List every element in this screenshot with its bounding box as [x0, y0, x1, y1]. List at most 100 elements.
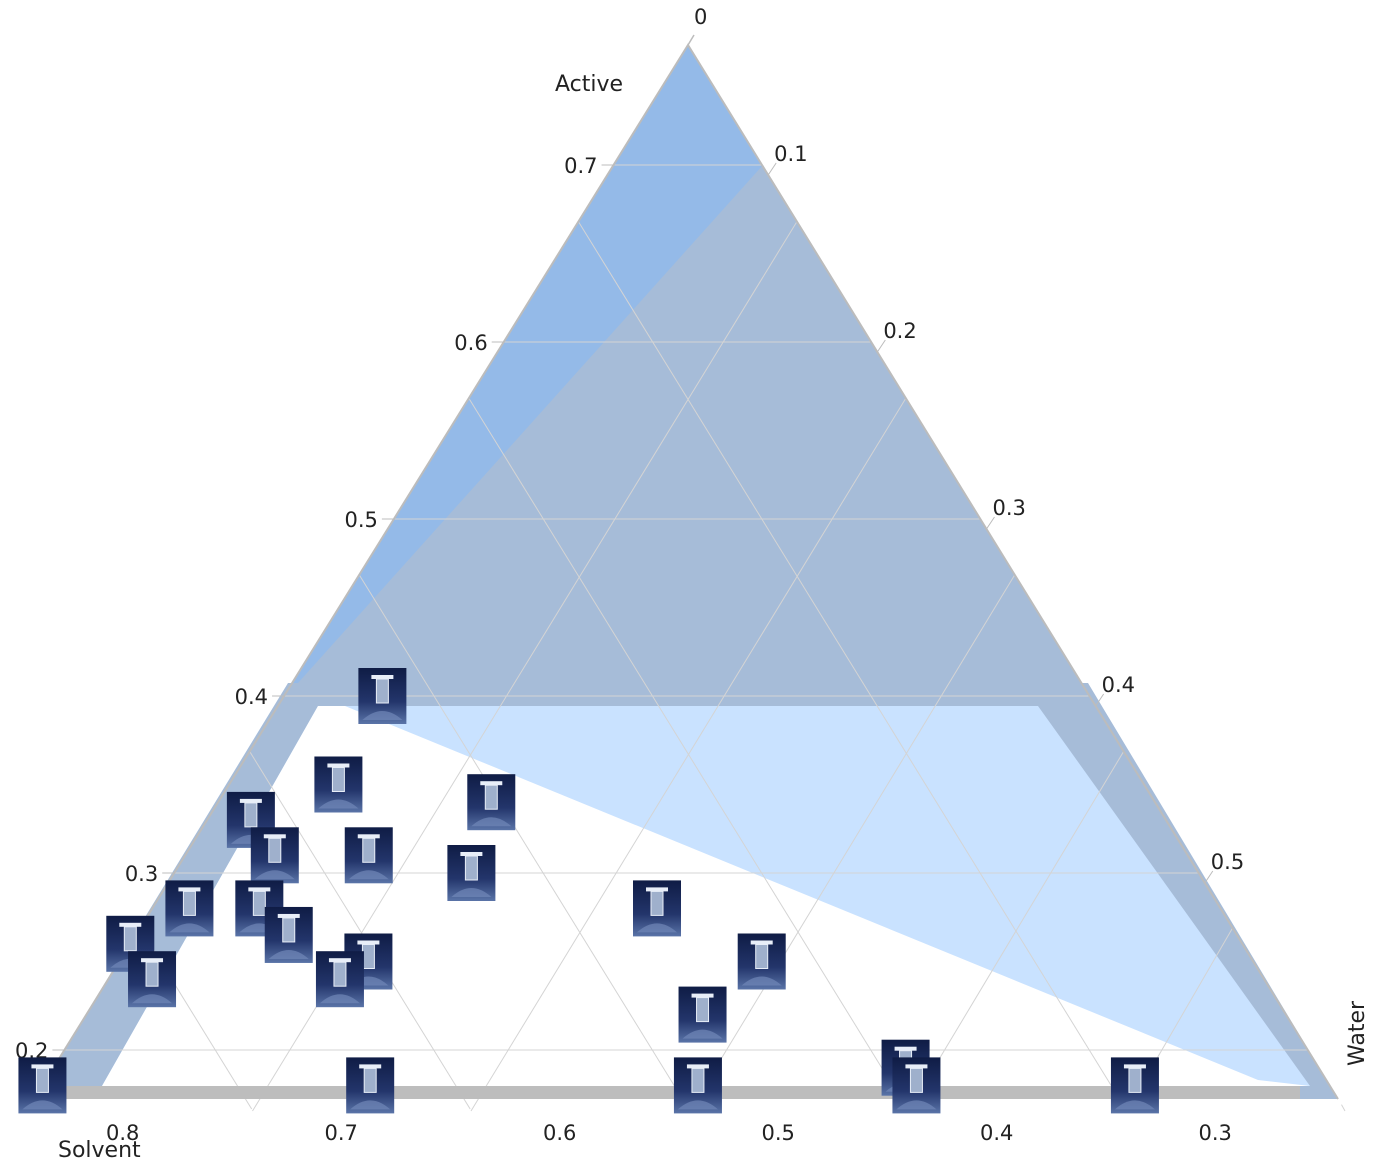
marker-vial — [691, 1067, 705, 1093]
grid-line-water — [689, 574, 1016, 1112]
marker-vial — [145, 961, 159, 987]
marker-base — [268, 949, 309, 959]
marker-base — [348, 870, 389, 880]
marker-cap — [178, 887, 201, 892]
tick-label-apex: 0 — [694, 5, 707, 29]
marker-cap — [371, 675, 394, 679]
marker-base — [451, 888, 492, 897]
marker-base — [896, 1100, 937, 1110]
marker-base — [319, 994, 360, 1004]
tick-label-water: 0.2 — [883, 319, 916, 343]
tick-label-solvent: 0.7 — [325, 1121, 358, 1145]
marker-cap — [141, 958, 164, 963]
tick-label-active: 0.4 — [235, 685, 268, 709]
data-point — [447, 845, 496, 901]
marker-cap — [686, 1064, 709, 1069]
marker-cap — [31, 1064, 54, 1069]
marker-cap — [119, 922, 142, 927]
marker-cap — [277, 913, 300, 918]
tick-label-active: 0.7 — [564, 154, 597, 178]
tick-mark-water — [1204, 870, 1214, 884]
marker-base — [362, 711, 403, 720]
marker-cap — [894, 1046, 917, 1051]
marker-vial — [484, 784, 498, 810]
marker-base — [682, 1029, 723, 1039]
marker-vial — [696, 997, 710, 1023]
marker-base — [254, 870, 295, 880]
marker-vial — [363, 1067, 377, 1093]
marker-base — [318, 799, 359, 809]
grid-line-solvent — [577, 221, 1127, 1110]
data-point — [678, 986, 727, 1043]
marker-vial — [333, 961, 347, 987]
tick-mark-water — [876, 339, 886, 353]
marker-cap — [750, 940, 773, 945]
marker-cap — [328, 958, 351, 963]
tick-label-solvent: 0.4 — [980, 1121, 1013, 1145]
marker-cap — [691, 993, 714, 998]
marker-vial — [650, 890, 664, 916]
data-point — [673, 1057, 722, 1114]
tick-mark-water — [767, 162, 777, 176]
tick-label-active: 0.6 — [454, 331, 487, 355]
marker-base — [637, 923, 678, 933]
tick-label-solvent: 0.3 — [1199, 1121, 1232, 1145]
axis-label-active: Active — [555, 72, 623, 97]
marker-base — [1114, 1100, 1155, 1110]
data-point — [1110, 1057, 1159, 1114]
marker-cap — [646, 887, 669, 892]
tick-mark-water — [986, 516, 995, 530]
marker-vial — [362, 837, 376, 863]
marker-base — [22, 1100, 63, 1110]
axis-label-water: Water — [1345, 1000, 1370, 1066]
marker-vial — [268, 837, 282, 863]
marker-vial — [361, 944, 375, 969]
marker-cap — [480, 781, 503, 786]
tick-label-water: 0.1 — [774, 142, 807, 166]
marker-cap — [359, 1064, 382, 1069]
data-point — [128, 951, 177, 1008]
grid-line-water — [1341, 1104, 1346, 1112]
marker-cap — [327, 763, 350, 768]
apex-tick-mark — [687, 34, 695, 46]
tick-labels: 00.70.60.50.40.30.20.10.20.30.40.50.8 0.7… — [15, 5, 1244, 1145]
marker-vial — [35, 1067, 49, 1093]
tick-label-water: 0.3 — [992, 496, 1025, 520]
marker-vial — [244, 802, 258, 828]
tick-label-water: 0.4 — [1102, 673, 1135, 697]
data-point — [467, 774, 516, 831]
marker-vial — [909, 1067, 923, 1093]
tick-mark-water — [1095, 693, 1105, 707]
marker-cap — [248, 887, 271, 892]
marker-vial — [282, 917, 296, 943]
marker-vial — [182, 890, 196, 916]
marker-vial — [123, 926, 137, 952]
marker-cap — [905, 1064, 928, 1069]
tick-label-solvent: 0.6 — [543, 1121, 576, 1145]
marker-base — [350, 1100, 391, 1110]
triangle-border — [33, 34, 1339, 1100]
tick-label-active: 0.5 — [344, 508, 377, 532]
data-point — [165, 880, 214, 937]
tick-label-solvent: 0.8 — [106, 1121, 139, 1145]
grid-line-solvent — [468, 397, 908, 1110]
marker-base — [169, 923, 210, 933]
marker-cap — [460, 852, 483, 856]
data-point — [250, 827, 299, 884]
axis-label-solvent: Solvent — [58, 1138, 141, 1163]
data-point — [315, 951, 364, 1008]
marker-base — [677, 1100, 718, 1110]
marker-vial — [464, 855, 478, 881]
data-point — [314, 756, 363, 813]
data-point — [358, 668, 407, 724]
marker-cap — [239, 798, 262, 803]
data-point — [346, 1057, 395, 1114]
data-point — [344, 827, 393, 884]
marker-vial — [1128, 1067, 1142, 1093]
tick-label-water: 0.5 — [1211, 850, 1244, 874]
marker-base — [132, 994, 173, 1004]
regions-layer — [34, 45, 1338, 1099]
marker-cap — [263, 834, 286, 839]
data-point — [18, 1057, 67, 1114]
